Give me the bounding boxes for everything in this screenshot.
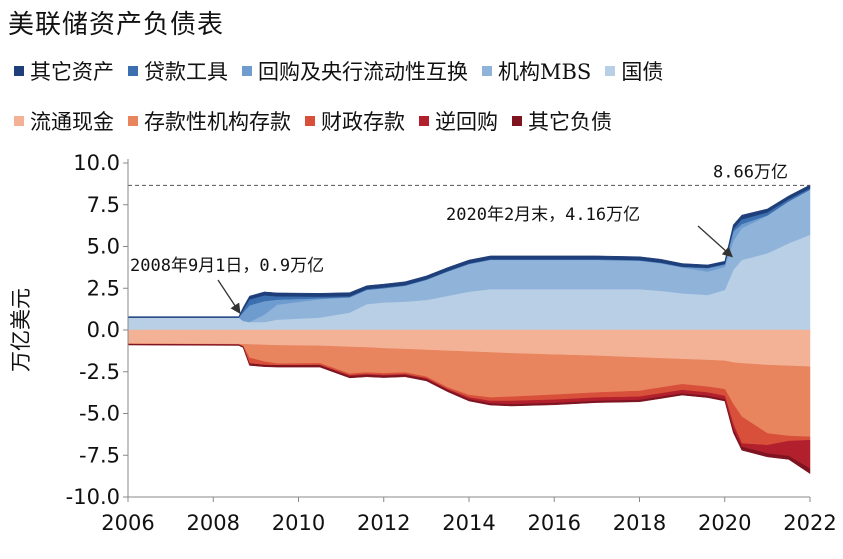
legend-swatch	[128, 66, 138, 76]
x-tick-label: 2012	[357, 511, 410, 535]
y-tick-label: 5.0	[87, 235, 120, 259]
y-tick-label: 2.5	[87, 276, 120, 300]
x-tick-label: 2006	[101, 511, 154, 535]
legend-item: 流通现金	[14, 106, 114, 136]
legend-swatch	[128, 116, 138, 126]
y-tick-label: -5.0	[79, 402, 120, 426]
x-tick-label: 2018	[613, 511, 666, 535]
x-tick-label: 2014	[442, 511, 495, 535]
legend-label: 回购及央行流动性互换	[258, 60, 468, 84]
x-tick-label: 2010	[272, 511, 325, 535]
reference-line-group: 8.66万亿	[128, 162, 810, 186]
x-tick-label: 2022	[783, 511, 836, 535]
annotations: 2008年9月1日，0.9万亿 2020年2月末，4.16万亿	[130, 205, 733, 315]
y-tick-label: -10.0	[66, 485, 120, 509]
legend-swatch	[242, 66, 252, 76]
x-tick-label: 2016	[528, 511, 581, 535]
legend-item: 存款性机构存款	[128, 106, 291, 136]
asset-area-series	[127, 184, 811, 318]
legend-swatch	[14, 116, 24, 126]
legend-label: 其它负债	[528, 110, 612, 134]
x-tick-label: 2020	[698, 511, 751, 535]
legend-label: 国债	[621, 60, 664, 84]
legend-item: 贷款工具	[128, 56, 228, 86]
annotation-arrow	[697, 225, 733, 258]
legend-label: 逆回购	[435, 110, 498, 134]
y-axis-label: 万亿美元	[9, 288, 33, 372]
legend-label: 财政存款	[321, 110, 405, 134]
legend-item: 逆回购	[419, 106, 498, 136]
legend-swatch	[605, 66, 616, 76]
legend-item: 其它资产	[14, 56, 114, 86]
legend-label: 流通现金	[30, 110, 114, 134]
legend-label: 其它资产	[30, 60, 114, 84]
legend-swatch	[305, 116, 315, 126]
y-tick-label: 0.0	[87, 318, 120, 342]
legend-label: 贷款工具	[144, 60, 228, 84]
y-tick-label: 7.5	[87, 193, 120, 217]
legend-item: 机构MBS	[482, 56, 591, 86]
legend-swatch	[419, 116, 429, 126]
liability-area-series	[127, 343, 811, 475]
legend-item: 国债	[605, 56, 663, 86]
y-tick-label: 10.0	[73, 151, 120, 175]
legend-item: 回购及央行流动性互换	[242, 56, 468, 86]
legend-label: 机构MBS	[498, 60, 592, 84]
legend-swatch	[512, 116, 522, 126]
legend-item: 财政存款	[305, 106, 405, 136]
stacked-areas	[127, 184, 811, 475]
legend-row-liabilities: 流通现金 存款性机构存款 财政存款 逆回购 其它负债	[14, 106, 626, 136]
y-tick-label: -7.5	[79, 443, 120, 467]
annotation-arrow	[217, 279, 241, 315]
legend-swatch	[482, 66, 492, 76]
annotation-label: 2020年2月末，4.16万亿	[446, 205, 640, 225]
x-tick-label: 2008	[187, 511, 240, 535]
legend-item: 其它负债	[512, 106, 612, 136]
annotation-label: 2008年9月1日，0.9万亿	[130, 256, 324, 276]
reference-line-label: 8.66万亿	[713, 162, 788, 182]
chart-title: 美联储资产负债表	[8, 10, 225, 40]
legend-row-assets: 其它资产 贷款工具 回购及央行流动性互换 机构MBS 国债	[14, 56, 677, 86]
y-tick-label: -2.5	[79, 360, 120, 384]
legend-swatch	[14, 66, 24, 76]
legend-label: 存款性机构存款	[144, 110, 291, 134]
